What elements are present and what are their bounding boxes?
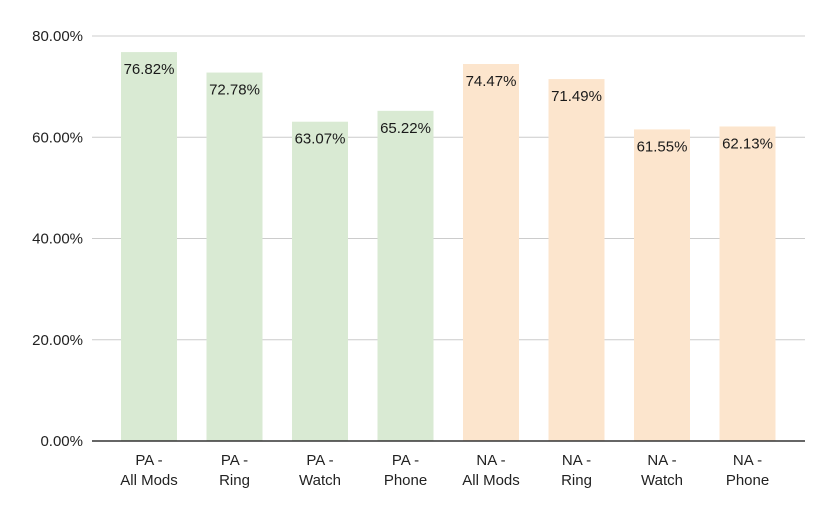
y-tick-label: 40.00% (32, 231, 83, 248)
data-label: 72.78% (209, 82, 260, 99)
bar (548, 79, 605, 441)
x-category-label: NA - (562, 452, 591, 469)
x-axis-category-labels: PA - All Mods PA - Ring PA - Watch PA - Phone NA… (120, 452, 769, 489)
y-tick-label: 20.00% (32, 332, 83, 349)
x-category-label: Phone (726, 472, 769, 489)
x-category-label: PA - (221, 452, 248, 469)
y-tick-label: 80.00% (32, 28, 83, 45)
data-label: 62.13% (722, 135, 773, 152)
bars (121, 52, 776, 442)
bar (121, 52, 177, 441)
x-category-label: Ring (561, 472, 592, 489)
x-category-label: Watch (641, 472, 683, 489)
x-category-label: All Mods (120, 472, 178, 489)
x-category-label: NA - (476, 452, 505, 469)
bar (206, 72, 263, 442)
data-label: 74.47% (466, 73, 517, 90)
x-category-label: NA - (647, 452, 676, 469)
x-category-label: PA - (306, 452, 333, 469)
data-label: 63.07% (295, 131, 346, 148)
bar (292, 121, 348, 441)
bar (719, 126, 776, 442)
x-category-label: PA - (392, 452, 419, 469)
data-label: 76.82% (124, 61, 175, 78)
y-tick-label: 60.00% (32, 129, 83, 146)
x-category-label: Watch (299, 472, 341, 489)
x-category-label: Phone (384, 472, 427, 489)
y-tick-label: 0.00% (40, 433, 83, 450)
x-category-label: PA - (135, 452, 162, 469)
gridlines (92, 35, 805, 341)
x-category-label: NA - (733, 452, 762, 469)
bar (377, 110, 434, 441)
data-labels: 76.82% 72.78% 63.07% 65.22% 74.47% 71.49% 61.5… (124, 61, 773, 155)
data-label: 71.49% (551, 88, 602, 105)
bar (463, 63, 519, 441)
x-category-label: All Mods (462, 472, 520, 489)
data-label: 65.22% (380, 120, 431, 137)
x-category-label: Ring (219, 472, 250, 489)
data-label: 61.55% (637, 138, 688, 155)
y-axis-tick-labels: 0.00% 20.00% 40.00% 60.00% 80.00% (32, 28, 83, 450)
bar (634, 129, 690, 441)
